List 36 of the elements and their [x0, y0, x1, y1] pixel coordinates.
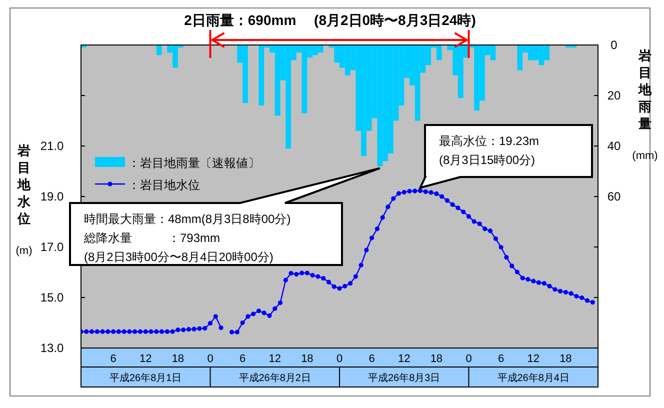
y-tick-label: 15.0 — [40, 290, 64, 304]
x-tick-label: 18 — [560, 353, 572, 365]
x-tick-label: 0 — [207, 353, 214, 365]
x-tick-label: 12 — [527, 353, 540, 365]
text: 平成26年8月4日 — [497, 372, 570, 384]
y2-tick-label: 20 — [607, 88, 621, 102]
y-tick-label: 19.0 — [40, 190, 64, 204]
text: 岩目地水位 (m) — [16, 143, 32, 257]
x-tick-label: 18 — [430, 353, 443, 365]
x-tick-label: 12 — [140, 353, 152, 365]
y2-tick-label: 60 — [607, 190, 621, 204]
x-tick-label: 18 — [301, 353, 314, 365]
legend-label: ：岩目地水位 — [128, 178, 200, 192]
y-tick-label: 21.0 — [40, 139, 64, 153]
legend-label: ：岩目地雨量〔速報値〕 — [128, 156, 260, 170]
text: 平成26年8月3日 — [368, 372, 440, 384]
y-tick-label: 17.0 — [40, 240, 64, 254]
annotation: 最高水位：19.23m (8月3日15時00分) — [439, 134, 540, 167]
y2-tick-label: 40 — [607, 139, 621, 153]
text: 岩目地雨量 (mm) — [632, 48, 658, 162]
chart-title: 2日雨量：690mm (8月2日0時〜8月3日24時) — [184, 12, 476, 28]
x-tick-label: 0 — [466, 353, 472, 365]
text: 平成26年8月1日 — [110, 372, 182, 384]
x-tick-label: 6 — [240, 353, 246, 365]
bar — [156, 45, 162, 56]
x-tick-label: 6 — [498, 353, 504, 365]
text: 平成26年8月2日 — [238, 372, 311, 384]
annotation: 時間最大雨量：48mm(8月3日8時00分) 総降水量 ：793mm (8月2日3時00分〜8月4日20時00分) — [83, 212, 291, 264]
x-tick-label: 6 — [368, 353, 375, 365]
y2-tick-label: 0 — [610, 38, 618, 52]
x-tick-label: 0 — [336, 353, 343, 365]
x-tick-label: 12 — [268, 353, 281, 365]
y-tick-label: 13.0 — [40, 341, 64, 355]
x-tick-label: 12 — [398, 353, 410, 365]
x-tick-label: 18 — [172, 353, 184, 365]
x-tick-label: 6 — [110, 353, 116, 365]
